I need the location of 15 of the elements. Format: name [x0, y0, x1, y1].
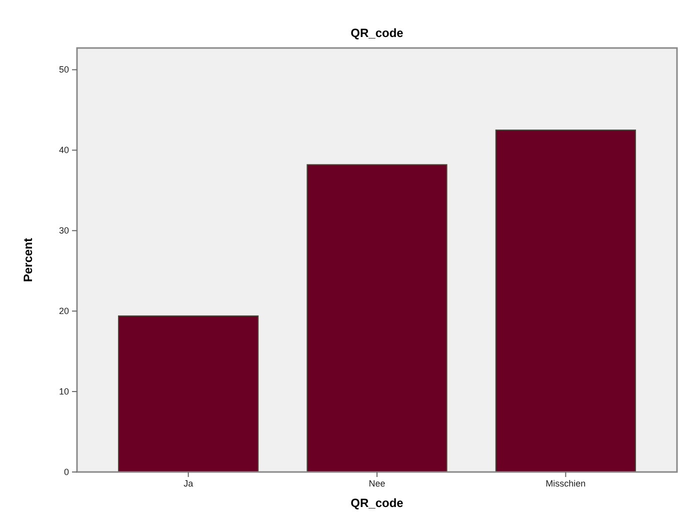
x-tick-label: Nee	[368, 478, 386, 488]
bar	[306, 164, 448, 472]
x-axis-title: QR_code	[350, 496, 404, 510]
y-tick-label: 10	[58, 386, 69, 396]
bar	[118, 315, 259, 472]
y-tick-label: 20	[58, 306, 69, 316]
y-tick-label: 40	[58, 145, 69, 156]
y-tick-label: 0	[64, 466, 69, 477]
y-tick-label: 30	[58, 226, 69, 236]
x-tick-label: Misschien	[546, 478, 586, 488]
y-tick-label: 50	[58, 64, 69, 75]
x-tick-label: Ja	[184, 478, 194, 488]
chart-title: QR_code	[350, 26, 404, 40]
y-axis-title: Percent	[21, 238, 35, 282]
bar	[495, 130, 636, 472]
